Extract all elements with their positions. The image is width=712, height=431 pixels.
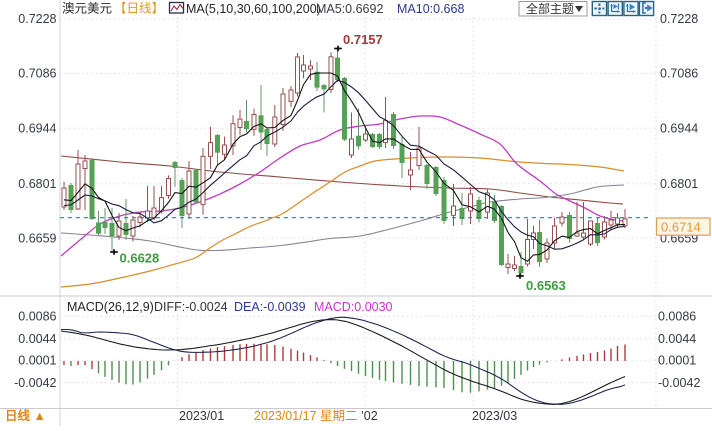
svg-text:0.0001: 0.0001 <box>18 354 56 368</box>
svg-text:0.6714: 0.6714 <box>661 219 701 234</box>
svg-text:【日线】: 【日线】 <box>114 2 164 16</box>
svg-text:DEA:-0.0039: DEA:-0.0039 <box>234 300 306 314</box>
svg-text:0.6801: 0.6801 <box>660 177 698 191</box>
svg-text:0.7228: 0.7228 <box>18 12 56 26</box>
svg-text:DIFF:-0.0024: DIFF:-0.0024 <box>154 300 228 314</box>
svg-text:澳元美元: 澳元美元 <box>62 2 112 16</box>
svg-text:MACD(26,12,9): MACD(26,12,9) <box>67 300 154 314</box>
svg-text:0.0044: 0.0044 <box>18 332 56 346</box>
svg-text:0.6659: 0.6659 <box>18 231 56 245</box>
svg-text:MA(5,10,30,60,100,200): MA(5,10,30,60,100,200) <box>186 2 321 16</box>
svg-text:0.7228: 0.7228 <box>660 12 698 26</box>
svg-text:0.6944: 0.6944 <box>660 122 698 136</box>
svg-text:0.6801: 0.6801 <box>18 177 56 191</box>
svg-text:全部主题: 全部主题 <box>526 1 574 16</box>
svg-text:MA10:0.668: MA10:0.668 <box>397 2 464 16</box>
svg-text:0.0086: 0.0086 <box>658 310 696 324</box>
svg-text:0.0001: 0.0001 <box>658 354 696 368</box>
svg-text:0.6563: 0.6563 <box>526 278 566 293</box>
svg-text:2023/01/17 星期二: 2023/01/17 星期二 <box>254 409 358 423</box>
svg-text:0.7157: 0.7157 <box>343 32 383 47</box>
svg-text:2023/01: 2023/01 <box>179 409 224 423</box>
svg-text:-0.0042: -0.0042 <box>14 376 56 390</box>
svg-text:MA5:0.6692: MA5:0.6692 <box>316 2 383 16</box>
svg-text:0.6944: 0.6944 <box>18 122 56 136</box>
svg-text:0.0086: 0.0086 <box>18 310 56 324</box>
svg-text:MACD:0.0030: MACD:0.0030 <box>314 300 393 314</box>
svg-text:-0.0042: -0.0042 <box>658 376 700 390</box>
svg-text:0.0044: 0.0044 <box>658 332 696 346</box>
svg-text:2023/03: 2023/03 <box>472 409 517 423</box>
svg-text:0.7086: 0.7086 <box>18 67 56 81</box>
svg-text:日线 ▲: 日线 ▲ <box>5 408 46 423</box>
svg-text:0.7086: 0.7086 <box>660 67 698 81</box>
svg-text:0.6628: 0.6628 <box>120 251 160 266</box>
svg-text:’02: ’02 <box>361 409 378 423</box>
